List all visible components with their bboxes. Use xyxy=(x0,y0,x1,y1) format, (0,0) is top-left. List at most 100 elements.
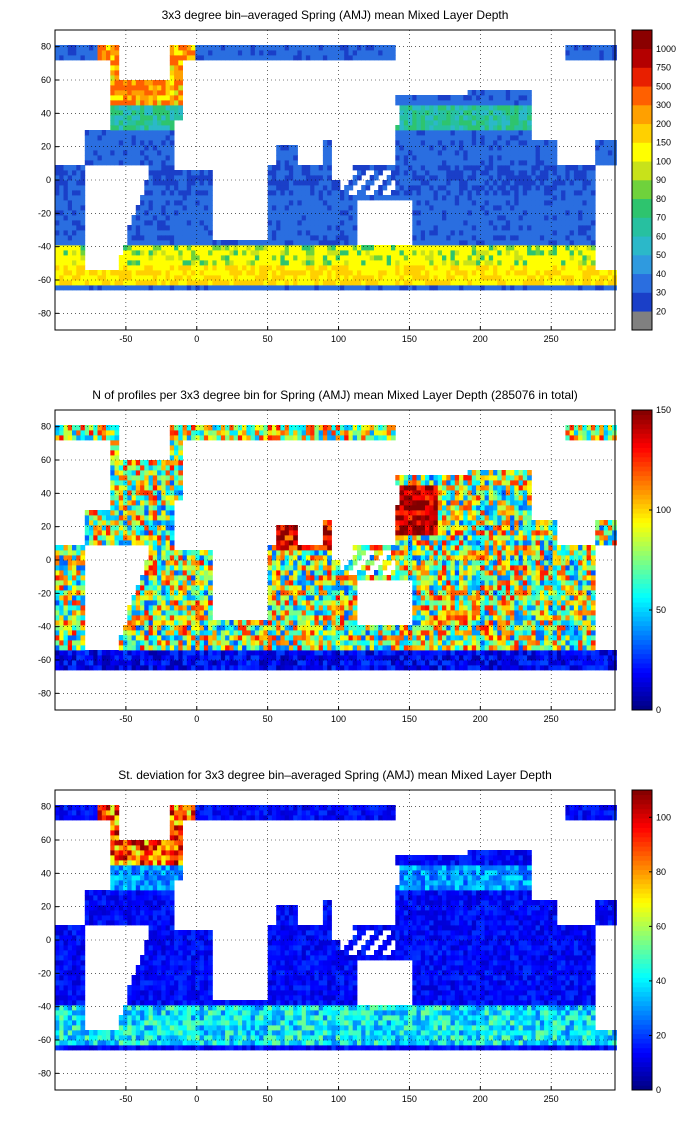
heatmap-cell xyxy=(67,555,73,561)
heatmap-cell xyxy=(123,145,128,151)
heatmap-cell xyxy=(93,425,98,431)
heatmap-cell xyxy=(297,185,303,191)
heatmap-cell xyxy=(297,165,303,171)
heatmap-cell xyxy=(510,240,515,246)
heatmap-cell xyxy=(267,210,273,216)
heatmap-cell xyxy=(199,565,205,571)
heatmap-cell xyxy=(518,90,524,96)
heatmap-cell xyxy=(454,115,460,121)
heatmap-cell xyxy=(140,575,145,581)
heatmap-cell xyxy=(80,655,86,661)
heatmap-cell xyxy=(527,270,532,276)
heatmap-cell xyxy=(476,200,481,206)
heatmap-cell xyxy=(72,555,77,561)
heatmap-cell xyxy=(391,45,396,51)
heatmap-cell xyxy=(140,530,145,536)
heatmap-cell xyxy=(340,280,345,286)
heatmap-cell xyxy=(186,220,192,226)
heatmap-cell xyxy=(118,100,124,106)
heatmap-cell xyxy=(531,255,537,261)
heatmap-cell xyxy=(55,55,60,61)
heatmap-cell xyxy=(484,280,490,286)
heatmap-cell xyxy=(501,155,507,161)
heatmap-cell xyxy=(229,55,235,61)
heatmap-cell xyxy=(314,215,320,221)
heatmap-cell xyxy=(484,255,490,261)
heatmap-cell xyxy=(178,70,183,76)
heatmap-cell xyxy=(152,490,158,496)
heatmap-cell xyxy=(169,590,175,596)
heatmap-cell xyxy=(450,125,456,131)
heatmap-cell xyxy=(165,460,171,466)
heatmap-cell xyxy=(552,160,558,166)
heatmap-cell xyxy=(220,640,226,646)
heatmap-cell xyxy=(140,260,145,266)
heatmap-cell xyxy=(327,45,332,51)
heatmap-cell xyxy=(140,160,145,166)
heatmap-cell xyxy=(271,175,277,181)
heatmap-cell xyxy=(67,620,73,626)
heatmap-cell xyxy=(140,640,145,646)
heatmap-cell xyxy=(182,285,188,291)
heatmap-cell xyxy=(144,485,149,491)
heatmap-cell xyxy=(114,275,120,281)
heatmap-cell xyxy=(488,95,494,101)
heatmap-cell xyxy=(182,435,188,441)
heatmap-cell xyxy=(463,195,468,201)
heatmap-cell xyxy=(514,280,519,286)
heatmap-cell xyxy=(208,640,213,646)
heatmap-cell xyxy=(327,270,332,276)
heatmap-cell xyxy=(161,505,166,511)
heatmap-cell xyxy=(55,425,60,431)
heatmap-cell xyxy=(510,170,515,176)
heatmap-cell xyxy=(518,115,524,121)
heatmap-cell xyxy=(399,110,405,116)
heatmap-cell xyxy=(552,240,558,246)
heatmap-cell xyxy=(225,50,230,56)
heatmap-cell xyxy=(182,250,188,256)
colorbar-label: 100 xyxy=(656,156,671,166)
heatmap-cell xyxy=(114,155,120,161)
heatmap-cell xyxy=(471,130,477,136)
heatmap-cell xyxy=(539,145,545,151)
heatmap-cell xyxy=(450,205,456,211)
heatmap-cell xyxy=(539,165,545,171)
heatmap-cell xyxy=(114,75,120,81)
heatmap-cell xyxy=(450,255,456,261)
heatmap-cell xyxy=(55,615,60,621)
heatmap-cell xyxy=(114,505,120,511)
heatmap-cell xyxy=(89,145,94,151)
heatmap-cell xyxy=(459,110,464,116)
heatmap-cell xyxy=(276,180,281,186)
heatmap-cell xyxy=(148,615,154,621)
heatmap-cell xyxy=(199,185,205,191)
heatmap-cell xyxy=(148,610,154,616)
heatmap-cell xyxy=(288,245,294,251)
heatmap-cell xyxy=(63,550,69,556)
heatmap-cell xyxy=(152,645,158,651)
heatmap-cell xyxy=(127,480,132,486)
heatmap-cell xyxy=(178,455,183,461)
heatmap-cell xyxy=(199,640,205,646)
heatmap-cell xyxy=(63,185,69,191)
heatmap-cell xyxy=(318,230,324,236)
heatmap-cell xyxy=(365,245,371,251)
heatmap-cell xyxy=(229,260,235,266)
heatmap-cell xyxy=(174,585,179,591)
heatmap-cell xyxy=(135,120,141,126)
heatmap-cell xyxy=(369,285,375,291)
heatmap-cell xyxy=(361,275,366,281)
heatmap-cell xyxy=(501,205,507,211)
heatmap-cell xyxy=(459,195,464,201)
heatmap-cell xyxy=(178,110,183,116)
heatmap-cell xyxy=(246,635,252,641)
heatmap-cell xyxy=(157,150,162,156)
heatmap-cell xyxy=(186,275,192,281)
heatmap-cell xyxy=(544,220,549,226)
heatmap-cell xyxy=(157,120,162,126)
heatmap-cell xyxy=(93,160,98,166)
heatmap-cell xyxy=(442,140,447,146)
heatmap-cell xyxy=(144,490,149,496)
heatmap-cell xyxy=(590,190,596,196)
heatmap-cell xyxy=(148,590,154,596)
